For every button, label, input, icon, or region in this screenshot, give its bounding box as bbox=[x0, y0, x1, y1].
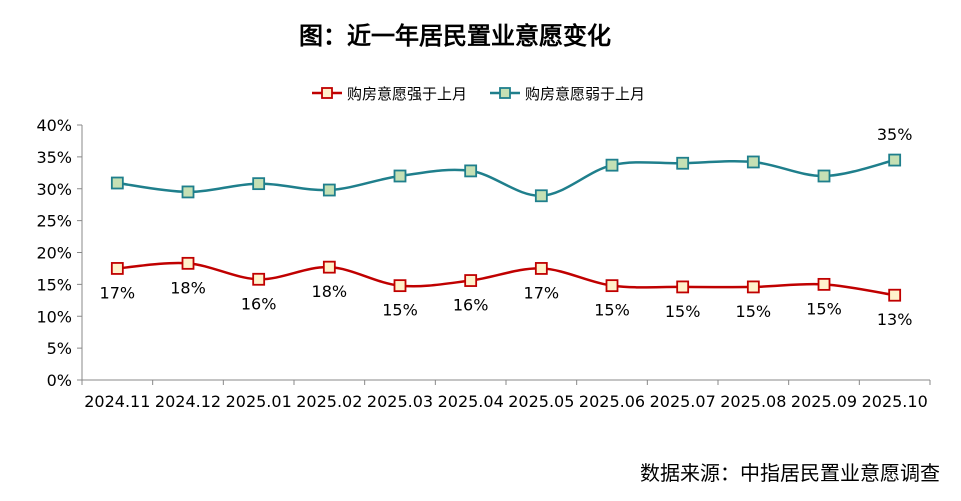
x-tick-label: 2025.05 bbox=[508, 392, 574, 411]
data-label: 15% bbox=[594, 301, 630, 320]
data-label: 18% bbox=[312, 282, 348, 301]
data-point bbox=[534, 189, 548, 203]
legend-label: 购房意愿弱于上月 bbox=[525, 85, 645, 103]
x-tick-label: 2025.09 bbox=[791, 392, 857, 411]
data-point bbox=[322, 260, 336, 274]
series-1: 17% 18% 16% 18% 15% 16% 17% 15% 15% 15% 15% 13% bbox=[100, 256, 913, 329]
data-point bbox=[181, 256, 195, 270]
y-tick-label: 20% bbox=[36, 244, 72, 263]
series-line bbox=[117, 261, 895, 297]
x-tick-label: 2025.07 bbox=[650, 392, 716, 411]
y-tick-label: 0% bbox=[47, 371, 72, 390]
x-tick-label: 2025.06 bbox=[579, 392, 645, 411]
x-tick-label: 2025.04 bbox=[438, 392, 504, 411]
data-label: 15% bbox=[382, 301, 418, 320]
x-tick-label: 2024.11 bbox=[84, 392, 150, 411]
y-tick-label: 25% bbox=[36, 212, 72, 231]
data-point bbox=[322, 183, 336, 197]
data-point bbox=[888, 153, 902, 167]
x-tick-label: 2025.01 bbox=[226, 392, 292, 411]
data-point bbox=[252, 272, 266, 286]
y-tick-label: 35% bbox=[36, 148, 72, 167]
data-point bbox=[888, 288, 902, 302]
data-label: 15% bbox=[736, 302, 772, 321]
data-label: 15% bbox=[806, 299, 842, 318]
data-label: 17% bbox=[100, 283, 136, 302]
x-tick-label: 2024.12 bbox=[155, 392, 221, 411]
data-label: 16% bbox=[453, 296, 489, 315]
data-point bbox=[110, 176, 124, 190]
data-point bbox=[817, 277, 831, 291]
data-point bbox=[181, 185, 195, 199]
x-tick-label: 2025.10 bbox=[862, 392, 928, 411]
series-line bbox=[117, 158, 895, 198]
data-point bbox=[746, 155, 760, 169]
legend: 购房意愿强于上月 购房意愿弱于上月 bbox=[312, 85, 645, 103]
data-point bbox=[110, 262, 124, 275]
source-note: 数据来源：中指居民置业意愿调查 bbox=[640, 461, 940, 485]
data-label: 13% bbox=[877, 310, 913, 329]
legend-label: 购房意愿强于上月 bbox=[347, 85, 467, 103]
data-label: 16% bbox=[241, 294, 277, 313]
legend-item: 购房意愿强于上月 bbox=[312, 85, 467, 103]
data-point bbox=[534, 262, 548, 275]
data-label: 35% bbox=[877, 125, 913, 144]
data-point bbox=[605, 279, 619, 293]
legend-marker bbox=[321, 87, 333, 99]
data-point bbox=[464, 164, 478, 178]
legend-item: 购房意愿弱于上月 bbox=[490, 85, 645, 103]
x-tick-label: 2025.08 bbox=[720, 392, 786, 411]
y-tick-label: 30% bbox=[36, 180, 72, 199]
legend-marker bbox=[499, 87, 511, 99]
data-point bbox=[676, 156, 690, 170]
data-label: 18% bbox=[170, 278, 206, 297]
y-tick-label: 5% bbox=[47, 339, 72, 358]
data-point bbox=[605, 158, 619, 172]
data-label: 17% bbox=[524, 283, 560, 302]
axes: 0% 5% 10% 15% 20% 25% 30% 35% 40% 2024.11 2024.12 2… bbox=[36, 116, 931, 411]
y-tick-label: 15% bbox=[36, 275, 72, 294]
data-point bbox=[676, 280, 690, 294]
data-point bbox=[252, 177, 266, 191]
y-tick-label: 40% bbox=[36, 116, 72, 135]
data-label: 15% bbox=[665, 302, 701, 321]
data-point bbox=[393, 169, 407, 183]
data-point bbox=[817, 169, 831, 183]
y-tick-label: 10% bbox=[36, 307, 72, 326]
data-point bbox=[393, 279, 407, 293]
x-tick-label: 2025.03 bbox=[367, 392, 433, 411]
series-2: 35% bbox=[110, 125, 913, 203]
data-point bbox=[746, 280, 760, 294]
x-tick-label: 2025.02 bbox=[296, 392, 362, 411]
plot-area: 17% 18% 16% 18% 15% 16% 17% 15% 15% 15% 15% 13% 35% bbox=[100, 125, 913, 329]
chart-title: 图：近一年居民置业意愿变化 bbox=[299, 22, 611, 50]
data-point bbox=[464, 274, 478, 287]
